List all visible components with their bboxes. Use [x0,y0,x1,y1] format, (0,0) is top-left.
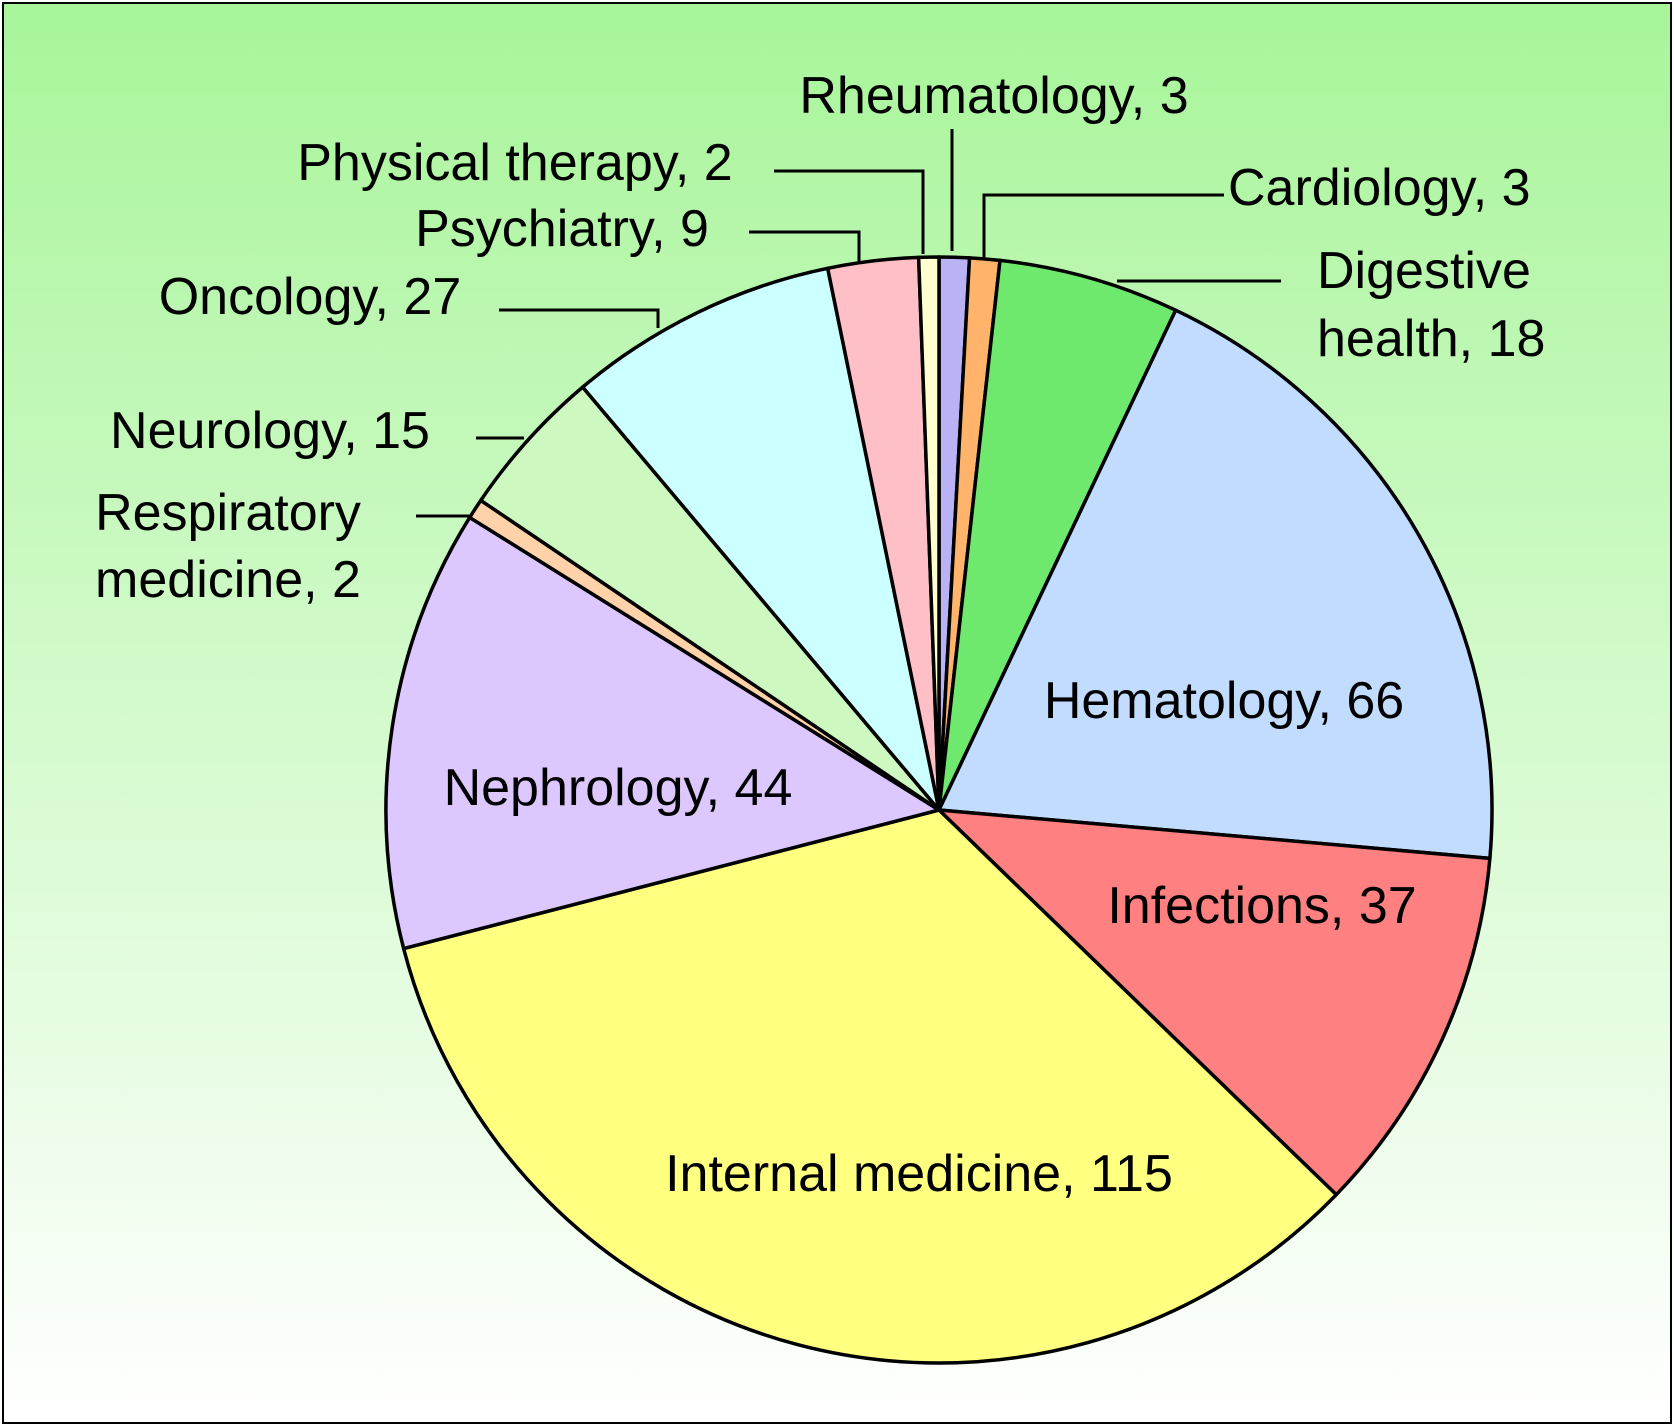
slice-label-infections: Infections, 37 [1107,877,1416,935]
slice-label-cardiology: Cardiology, 3 [1228,159,1531,217]
pie-chart: Rheumatology, 3 Cardiology, 3 Digestive hea… [4,4,1670,1422]
leader-lines [416,129,1281,518]
leader-line-psychiatry [749,230,861,262]
slice-label-nephrology: Nephrology, 44 [444,759,793,817]
slice-label-neurology: Neurology, 15 [110,402,430,460]
slice-label-respiratory-medicine: Respiratory medicine, 2 [95,484,361,609]
leader-line-physical-therapy [774,169,925,254]
pie-slice-infections [937,808,1492,1197]
slice-label-oncology: Oncology, 27 [159,268,462,326]
slice-label-physical-therapy: Physical therapy, 2 [297,134,732,192]
slice-label-rheumatology: Rheumatology, 3 [799,67,1188,125]
pie-slice-digestive-health [937,258,1178,812]
pie-slice-oncology [580,266,941,812]
pie-slice-nephrology [384,515,941,951]
leader-line-oncology [499,308,660,328]
slice-labels: Rheumatology, 3 Cardiology, 3 Digestive hea… [95,67,1545,1203]
slice-label-digestive-health: Digestive health, 18 [1317,242,1545,368]
slice-label-hematology: Hematology, 66 [1044,672,1404,730]
slice-label-internal-medicine: Internal medicine, 115 [665,1145,1173,1203]
pie-slice-physical-therapy [916,255,941,812]
pie-slice-hematology [937,308,1494,861]
leader-line-cardiology [982,193,1224,259]
slice-label-psychiatry: Psychiatry, 9 [415,200,709,258]
pie-slice-internal-medicine [401,808,1339,1365]
pie-slices [384,255,1494,1365]
